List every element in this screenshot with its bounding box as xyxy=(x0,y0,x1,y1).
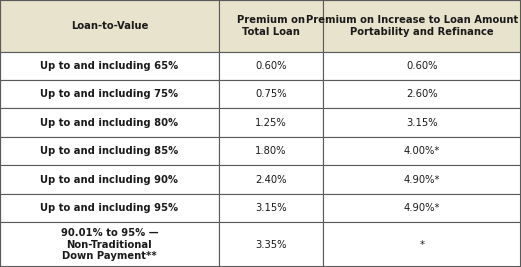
Text: Up to and including 85%: Up to and including 85% xyxy=(40,146,179,156)
Text: 4.90%*: 4.90%* xyxy=(404,175,440,184)
Text: 2.40%: 2.40% xyxy=(255,175,287,184)
Bar xyxy=(0,194,219,222)
Bar xyxy=(323,108,521,137)
Bar xyxy=(219,0,323,52)
Bar xyxy=(323,165,521,194)
Text: 1.80%: 1.80% xyxy=(255,146,287,156)
Text: 4.00%*: 4.00%* xyxy=(404,146,440,156)
Bar xyxy=(323,80,521,108)
Bar xyxy=(219,137,323,165)
Text: 0.60%: 0.60% xyxy=(255,61,287,71)
Text: *: * xyxy=(419,240,425,250)
Bar xyxy=(0,80,219,108)
Bar xyxy=(219,52,323,80)
Text: 4.90%*: 4.90%* xyxy=(404,203,440,213)
Text: Premium on
Total Loan: Premium on Total Loan xyxy=(237,15,305,37)
Text: 0.60%: 0.60% xyxy=(406,61,438,71)
Text: 2.60%: 2.60% xyxy=(406,89,438,99)
Bar xyxy=(219,108,323,137)
Text: 3.35%: 3.35% xyxy=(255,240,287,250)
Bar xyxy=(219,194,323,222)
Bar xyxy=(323,194,521,222)
Text: 0.75%: 0.75% xyxy=(255,89,287,99)
Bar xyxy=(323,222,521,267)
Text: 3.15%: 3.15% xyxy=(255,203,287,213)
Bar xyxy=(0,137,219,165)
Bar xyxy=(219,80,323,108)
Text: Up to and including 65%: Up to and including 65% xyxy=(40,61,179,71)
Bar xyxy=(323,137,521,165)
Text: Up to and including 90%: Up to and including 90% xyxy=(41,175,178,184)
Text: Up to and including 75%: Up to and including 75% xyxy=(40,89,179,99)
Text: 90.01% to 95% —
Non-Traditional
Down Payment**: 90.01% to 95% — Non-Traditional Down Pay… xyxy=(60,228,158,261)
Text: Up to and including 80%: Up to and including 80% xyxy=(40,118,179,128)
Text: Premium on Increase to Loan Amount for
Portability and Refinance: Premium on Increase to Loan Amount for P… xyxy=(306,15,521,37)
Text: Loan-to-Value: Loan-to-Value xyxy=(71,21,148,31)
Text: 3.15%: 3.15% xyxy=(406,118,438,128)
Bar xyxy=(219,165,323,194)
Text: Up to and including 95%: Up to and including 95% xyxy=(40,203,179,213)
Bar xyxy=(0,165,219,194)
Bar xyxy=(323,52,521,80)
Text: 1.25%: 1.25% xyxy=(255,118,287,128)
Bar xyxy=(219,222,323,267)
Bar xyxy=(0,222,219,267)
Bar xyxy=(0,0,219,52)
Bar xyxy=(0,52,219,80)
Bar xyxy=(323,0,521,52)
Bar xyxy=(0,108,219,137)
